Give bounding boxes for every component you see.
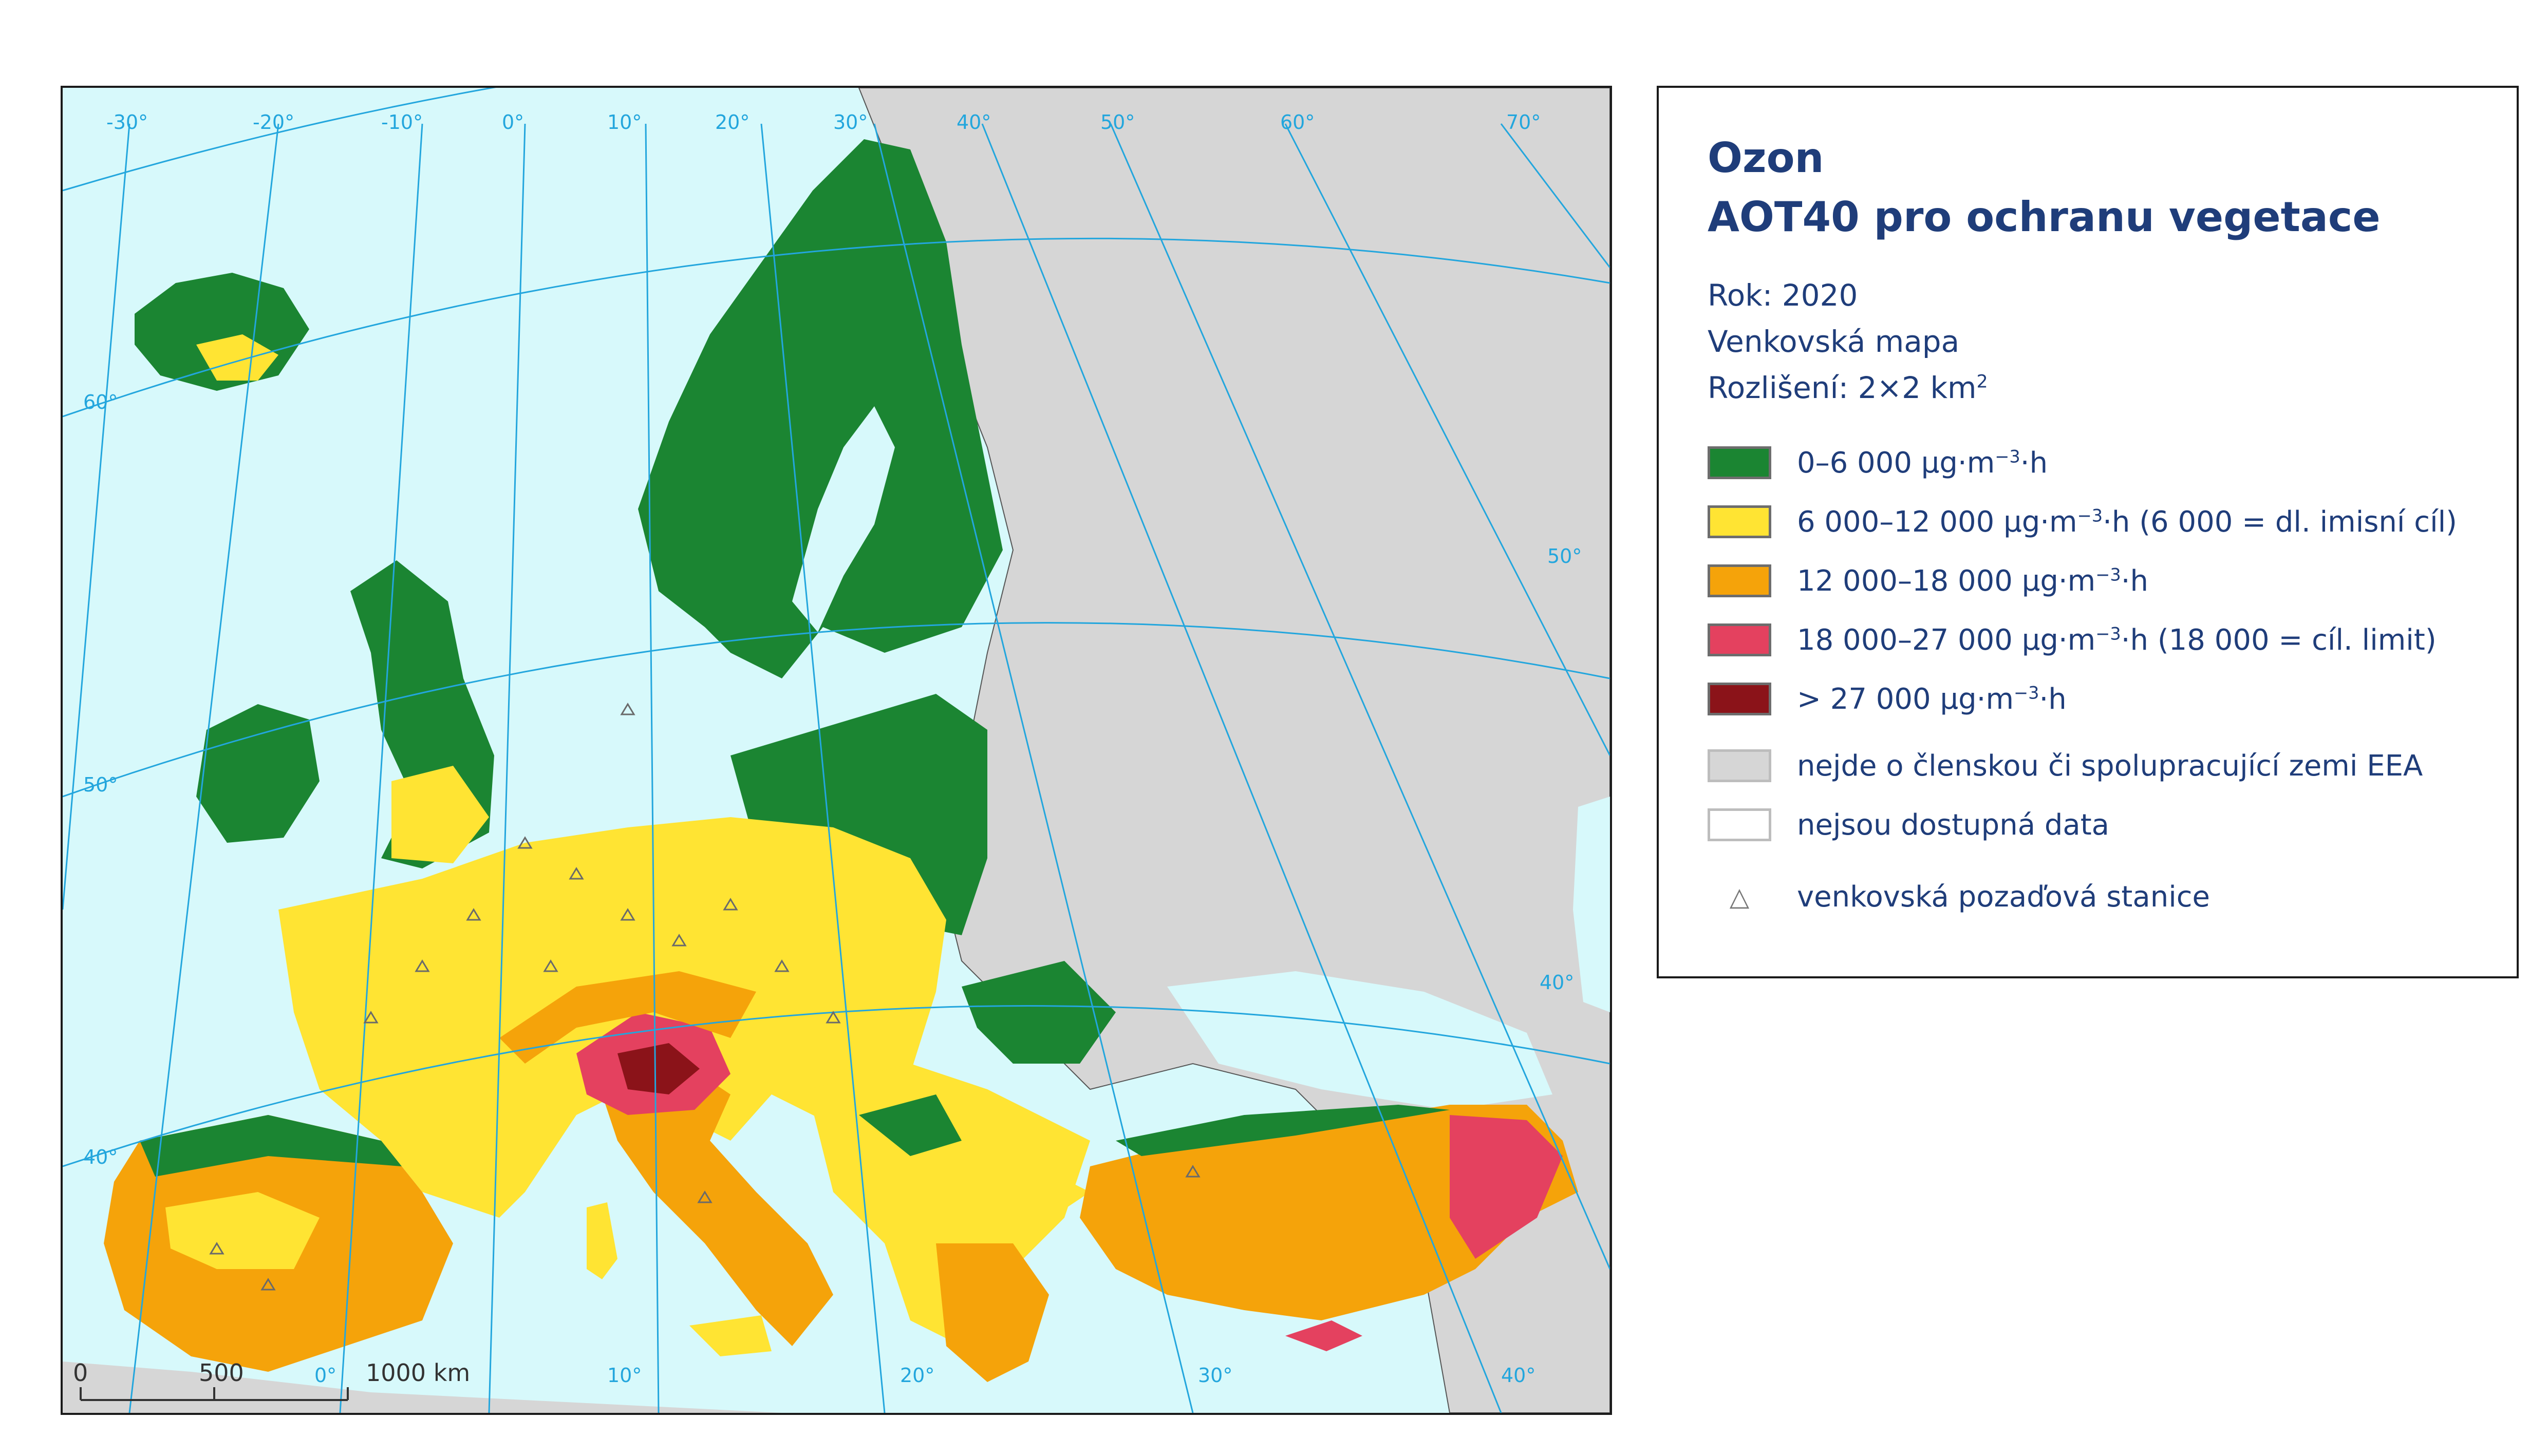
map-canvas [63, 88, 1610, 1413]
legend-swatch [1708, 683, 1771, 715]
graticule-label: 50° [83, 773, 118, 796]
graticule-label: 40° [1540, 971, 1575, 994]
legend-swatch [1708, 505, 1771, 538]
legend-item-station: △ venkovská pozaďová stanice [1708, 876, 2210, 917]
graticule-label: 60° [83, 391, 118, 413]
legend-label: 18 000–27 000 μg·m−3·h (18 000 = cíl. li… [1797, 623, 2437, 657]
graticule-label: 50° [1547, 545, 1582, 568]
graticule-label: 10° [607, 111, 642, 134]
graticule-label: -20° [253, 111, 295, 134]
graticule-label: 40° [1501, 1364, 1536, 1387]
legend-item-18000-27000: 18 000–27 000 μg·m−3·h (18 000 = cíl. li… [1708, 619, 2437, 660]
baltic-sea [792, 406, 895, 632]
graticule-label: 40° [83, 1146, 118, 1168]
legend-swatch [1708, 623, 1771, 656]
legend-year: Rok: 2020 [1708, 278, 1858, 313]
map-frame: -30° -20° -10° 0° 10° 20° 30° 40° 50° 60… [61, 86, 1612, 1415]
legend-label: nejde o členskou či spolupracující zemi … [1797, 749, 2423, 783]
station-triangle-icon: △ [1729, 882, 1750, 912]
scale-bar-line [80, 1387, 349, 1401]
black-sea [1167, 971, 1552, 1110]
region-sardinia [587, 1202, 617, 1279]
graticule-label: 0° [502, 111, 524, 134]
graticule-label: -30° [106, 111, 148, 134]
legend-subtitle: AOT40 pro ochranu vegetace [1708, 193, 2381, 241]
graticule-label: 20° [715, 111, 750, 134]
region-italy [592, 1053, 833, 1346]
scale-label-0: 0 [73, 1359, 88, 1387]
graticule-label: -10° [381, 111, 423, 134]
region-greece [936, 1243, 1049, 1382]
graticule-label: 40° [957, 111, 991, 134]
graticule-lines [63, 88, 1610, 1413]
legend-resolution: Rozlišení: 2×2 km2 [1708, 370, 1988, 405]
legend-label: 12 000–18 000 μg·m−3·h [1797, 564, 2149, 598]
scale-label-1000: 1000 km [366, 1359, 471, 1387]
legend-panel: Ozon AOT40 pro ochranu vegetace Rok: 202… [1657, 86, 2519, 978]
graticule-label: 10° [607, 1364, 642, 1387]
legend-label: 0–6 000 μg·m−3·h [1797, 446, 2048, 480]
graticule-label: 70° [1506, 111, 1541, 134]
graticule-label: 30° [1198, 1364, 1233, 1387]
caspian-sea [1573, 797, 1610, 1012]
legend-item-6000-12000: 6 000–12 000 μg·m−3·h (6 000 = dl. imisn… [1708, 501, 2457, 542]
legend-item-0-6000: 0–6 000 μg·m−3·h [1708, 442, 2048, 483]
region-sicily [689, 1315, 772, 1356]
graticule-label: 50° [1100, 111, 1135, 134]
legend-swatch [1708, 564, 1771, 597]
legend-swatch [1708, 446, 1771, 479]
legend-label: 6 000–12 000 μg·m−3·h (6 000 = dl. imisn… [1797, 505, 2458, 539]
legend-item-non-member: nejde o členskou či spolupracující zemi … [1708, 745, 2423, 786]
region-balkans [808, 1064, 1090, 1346]
legend-swatch [1708, 749, 1771, 782]
legend-map-type: Venkovská mapa [1708, 324, 1960, 359]
graticule-label: 20° [900, 1364, 935, 1387]
legend-label: > 27 000 μg·m−3·h [1797, 682, 2067, 716]
legend-item-no-data: nejsou dostupná data [1708, 804, 2109, 845]
legend-item-12000-18000: 12 000–18 000 μg·m−3·h [1708, 560, 2148, 601]
station-markers [209, 703, 1201, 1291]
graticule-label: 60° [1280, 111, 1315, 134]
legend-title: Ozon [1708, 134, 1824, 182]
legend-item-over-27000: > 27 000 μg·m−3·h [1708, 678, 2067, 720]
region-cyprus [1285, 1320, 1362, 1351]
legend-label: nejsou dostupná data [1797, 808, 2109, 842]
graticule-label: 30° [833, 111, 868, 134]
scale-label-500: 500 [199, 1359, 244, 1387]
legend-swatch [1708, 808, 1771, 841]
region-ireland [196, 704, 320, 843]
graticule-label: 0° [314, 1364, 337, 1387]
legend-label: venkovská pozaďová stanice [1797, 880, 2210, 914]
